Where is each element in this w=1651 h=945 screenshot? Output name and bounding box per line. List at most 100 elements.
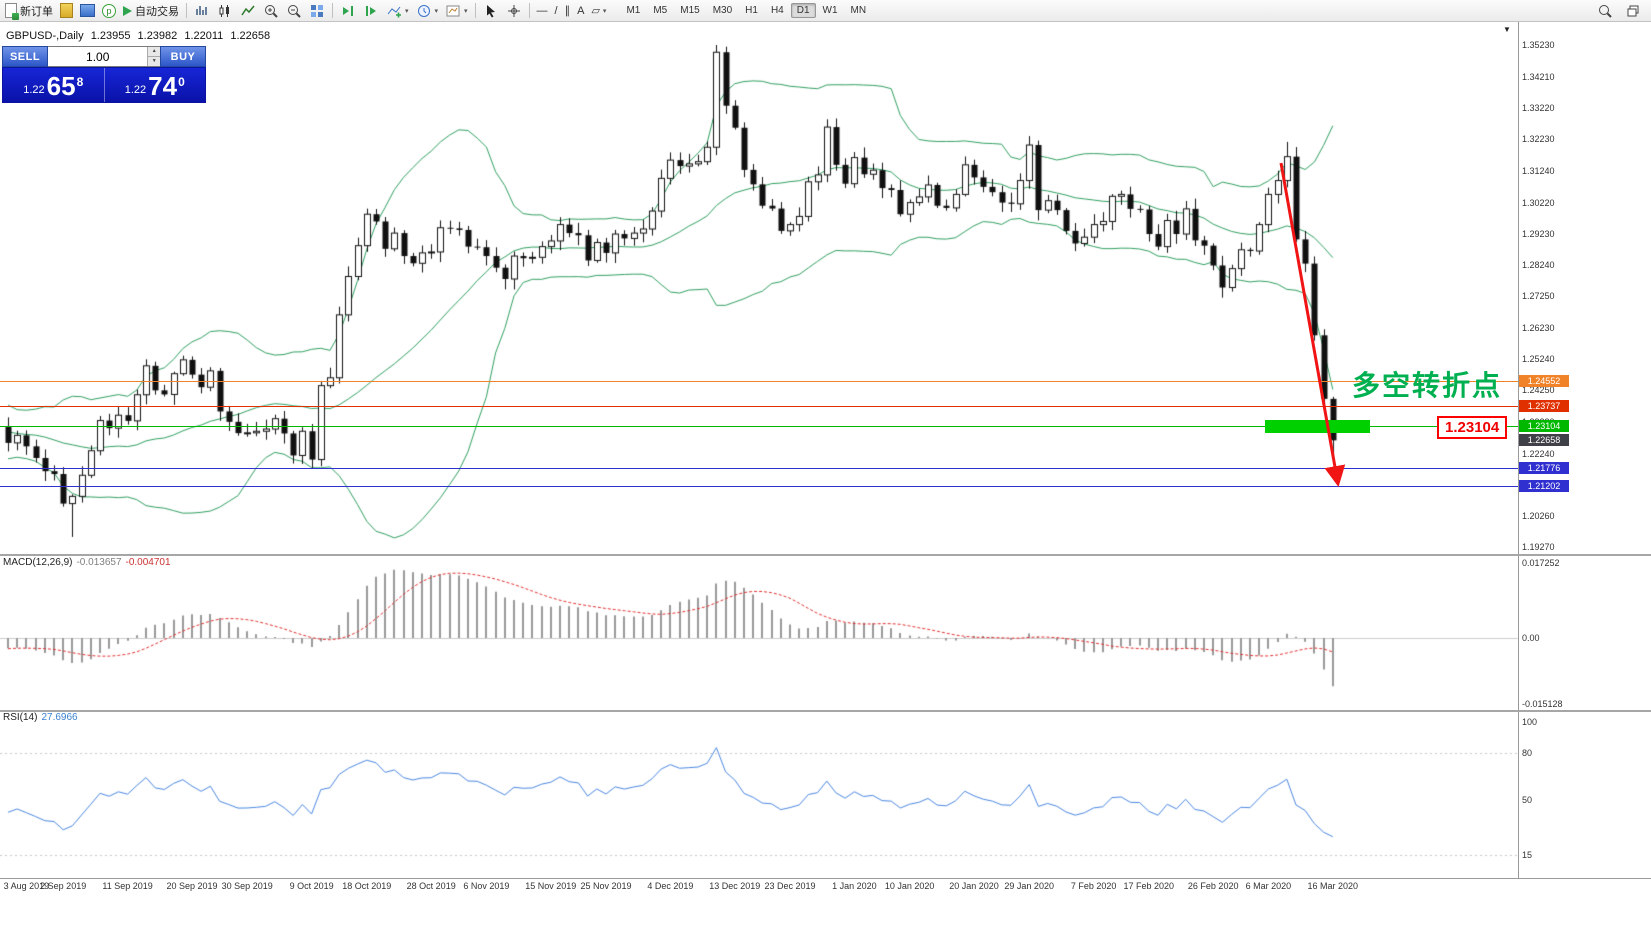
price-callout-box[interactable]: 1.23104 <box>1437 416 1508 439</box>
date-axis-label: 25 Nov 2019 <box>580 881 632 891</box>
one-click-trading-panel: SELL ▲ ▼ BUY 1.22 65 8 1.22 74 0 <box>2 46 206 103</box>
sell-price-main: 1.22 <box>23 84 45 96</box>
macd-value-signal: -0.004701 <box>125 557 171 568</box>
chart-shift-button[interactable] <box>360 2 382 20</box>
date-axis-label: 30 Sep 2019 <box>221 881 273 891</box>
buy-price-sup: 0 <box>178 75 185 89</box>
crosshair-tool-button[interactable] <box>503 2 525 20</box>
timeframe-w1[interactable]: W1 <box>822 5 838 16</box>
price-level-line[interactable] <box>0 425 1518 427</box>
date-axis-label: 10 Jan 2020 <box>884 881 935 891</box>
candlestick-mode-button[interactable] <box>214 2 236 20</box>
toolbar-separator <box>186 3 187 18</box>
rsi-scale-label: 50 <box>1522 795 1533 805</box>
timeframe-h4[interactable]: H4 <box>770 5 784 16</box>
timeframe-m30[interactable]: M30 <box>712 5 733 16</box>
channel-tool-button[interactable]: ∥ <box>562 2 574 20</box>
price-scale-separator <box>1518 22 1519 878</box>
scroll-to-end-marker[interactable]: ▼ <box>1503 25 1511 34</box>
indicators-icon <box>387 6 401 17</box>
auto-scroll-button[interactable] <box>337 2 359 20</box>
spinner-up-icon[interactable]: ▲ <box>148 47 160 57</box>
date-axis-label: 28 Oct 2019 <box>406 881 456 891</box>
date-axis-label: 6 Mar 2020 <box>1245 881 1292 891</box>
windows-button[interactable] <box>1622 2 1644 20</box>
search-button[interactable] <box>1594 2 1616 20</box>
rsi-value: 27.6966 <box>41 712 78 723</box>
windows-icon <box>1627 5 1639 16</box>
main-macd-separator[interactable] <box>0 554 1651 556</box>
toolbar-separator <box>474 3 476 18</box>
macd-name: MACD(12,26,9) <box>3 557 73 568</box>
new-order-icon <box>5 3 19 20</box>
line-chart-mode-button[interactable] <box>237 2 259 20</box>
turning-point-annotation[interactable]: 多空转折点 <box>1352 370 1503 401</box>
date-axis-label: 9 Oct 2019 <box>289 881 334 891</box>
price-scale-label: 1.33220 <box>1522 103 1555 114</box>
price-level-line[interactable] <box>0 485 1518 487</box>
date-axis-label: 29 Jan 2020 <box>1004 881 1054 891</box>
date-axis-label: 7 Feb 2020 <box>1070 881 1117 891</box>
sell-price-display[interactable]: 1.22 65 8 <box>3 68 105 102</box>
chart-shift-icon <box>366 5 376 16</box>
price-level-line[interactable] <box>0 467 1518 469</box>
dropdown-icon: ▾ <box>405 7 409 15</box>
buy-button[interactable]: BUY <box>160 46 206 67</box>
zoom-in-button[interactable] <box>260 2 282 20</box>
sell-button[interactable]: SELL <box>2 46 48 67</box>
tile-windows-button[interactable] <box>306 2 328 20</box>
templates-button[interactable]: ▾ <box>442 2 471 20</box>
text-tool-button[interactable]: A <box>574 2 587 20</box>
trendline-tool-button[interactable]: / <box>552 2 561 20</box>
ohlc-low: 1.22011 <box>184 30 224 42</box>
price-scale-label: 1.25240 <box>1522 354 1555 365</box>
date-axis-label: 6 Nov 2019 <box>463 881 510 891</box>
timeframe-m5[interactable]: M5 <box>653 5 668 16</box>
zoom-out-button[interactable] <box>283 2 305 20</box>
new-order-button[interactable]: 新订单 <box>2 2 56 20</box>
timeframe-m1[interactable]: M1 <box>626 5 641 16</box>
current-price-badge: 1.22658 <box>1519 434 1569 447</box>
cursor-icon <box>486 4 495 17</box>
trendline-icon: / <box>554 4 558 17</box>
date-axis-label: 3 Aug 2019 <box>3 881 50 891</box>
rsi-scale-label: 80 <box>1522 748 1533 759</box>
macd-value-main: -0.013657 <box>76 557 122 568</box>
indicators-button[interactable]: ▾ <box>383 2 412 20</box>
timeframe-h1[interactable]: H1 <box>745 5 758 16</box>
community-icon: p <box>102 3 116 18</box>
crosshair-icon <box>507 4 520 17</box>
charts-window-button[interactable] <box>77 2 98 20</box>
volume-input[interactable] <box>48 47 148 66</box>
periods-button[interactable]: ▾ <box>413 2 442 20</box>
support-zone-rectangle[interactable] <box>1265 420 1370 433</box>
timeframe-mn[interactable]: MN <box>850 5 867 16</box>
timeframe-d1[interactable]: D1 <box>790 3 816 18</box>
buy-price-display[interactable]: 1.22 74 0 <box>105 68 206 102</box>
timeframe-m15[interactable]: M15 <box>680 5 700 16</box>
price-level-line[interactable] <box>0 405 1518 407</box>
community-button[interactable]: p <box>99 2 119 20</box>
time-axis-separator <box>0 878 1651 879</box>
dropdown-icon: ▾ <box>434 7 439 15</box>
auto-trading-button[interactable]: 自动交易 <box>120 2 182 20</box>
bar-chart-mode-button[interactable] <box>191 2 213 20</box>
text-tool-icon: A <box>577 4 585 17</box>
spinner-down-icon[interactable]: ▼ <box>148 57 160 66</box>
date-axis-label: 16 Mar 2020 <box>1307 881 1359 891</box>
macd-rsi-separator[interactable] <box>0 710 1651 712</box>
date-axis-label: 18 Oct 2019 <box>342 881 392 891</box>
shapes-tool-button[interactable]: ▱ ▾ <box>588 2 609 20</box>
price-scale-label: 1.19270 <box>1522 542 1555 552</box>
date-axis-label: 20 Jan 2020 <box>949 881 999 891</box>
date-axis-label: 11 Sep 2019 <box>102 881 153 891</box>
accounts-button[interactable] <box>57 2 76 20</box>
horizontal-line-tool-button[interactable]: — <box>534 2 551 20</box>
buy-price-main: 1.22 <box>124 84 147 96</box>
price-level-line[interactable] <box>0 380 1518 382</box>
date-axis-label: 26 Feb 2020 <box>1187 881 1239 891</box>
volume-field: ▲ ▼ <box>48 46 160 67</box>
cursor-tool-button[interactable] <box>480 2 502 20</box>
price-scale-label: 1.34210 <box>1522 72 1555 83</box>
